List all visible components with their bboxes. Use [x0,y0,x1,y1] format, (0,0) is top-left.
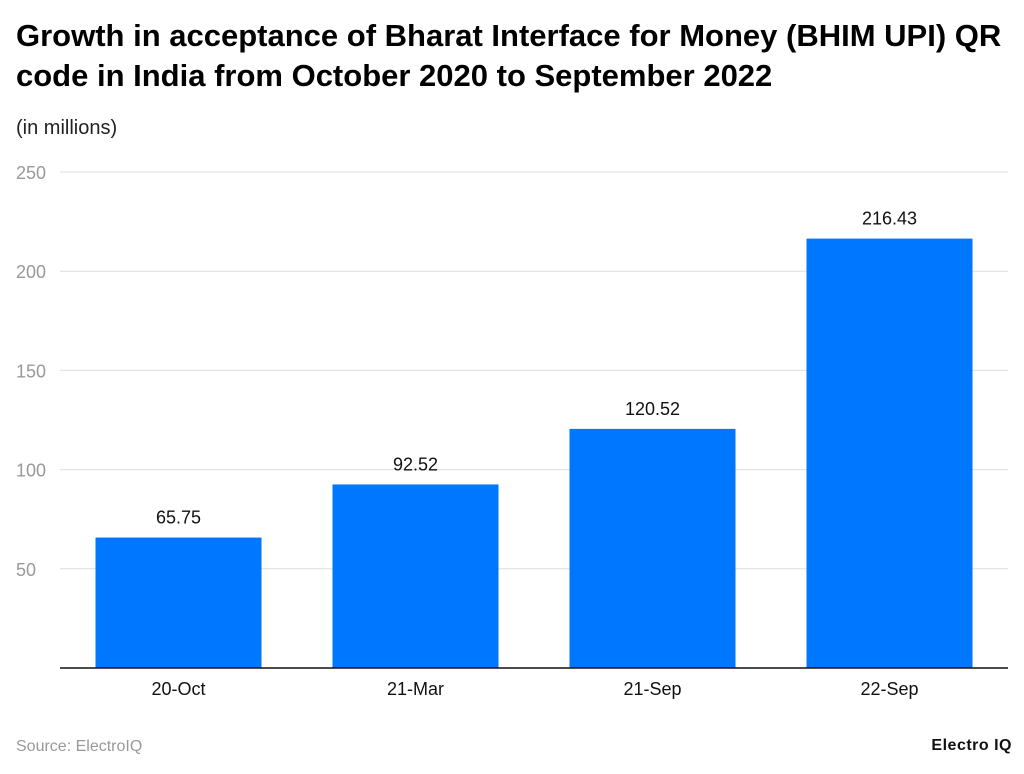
x-tick-label: 22-Sep [860,679,918,699]
y-tick-label: 50 [16,560,36,580]
y-tick-label: 200 [16,262,46,282]
bar [332,484,499,668]
data-label: 92.52 [393,454,438,474]
source-note: Source: ElectroIQ [16,738,143,755]
bar [569,428,736,668]
y-tick-label: 150 [16,361,46,381]
y-tick-label: 250 [16,163,46,183]
bar [806,238,973,668]
x-tick-label: 21-Sep [623,679,681,699]
data-label: 120.52 [625,399,680,419]
y-tick-label: 100 [16,461,46,481]
electroiq-logo: Electro IQ [931,737,1012,754]
x-tick-label: 20-Oct [151,679,205,699]
data-label: 65.75 [156,508,201,528]
x-tick-label: 21-Mar [387,679,444,699]
data-label: 216.43 [862,209,917,229]
chart-subtitle: (in millions) [16,117,118,139]
chart-title: Growth in acceptance of Bharat Interface… [16,18,1002,93]
bar [95,537,262,668]
